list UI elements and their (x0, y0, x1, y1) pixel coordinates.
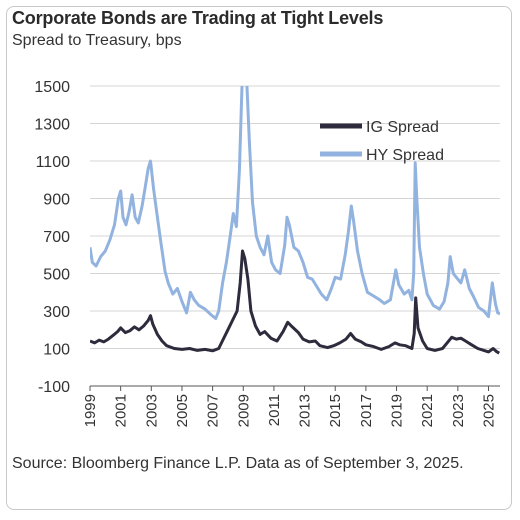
y-tick-label: 700 (43, 229, 70, 246)
x-tick-label: 2009 (235, 394, 252, 427)
ig-spread-line (90, 249, 500, 355)
x-tick-label: 2001 (113, 394, 130, 427)
x-tick-label: 2023 (450, 394, 467, 427)
x-tick-label: 2013 (297, 394, 314, 427)
hy-spread-line (90, 86, 500, 320)
chart-title: Corporate Bonds are Trading at Tight Lev… (12, 8, 384, 28)
y-tick-label: 300 (43, 304, 70, 321)
x-tick-label: 2011 (266, 394, 283, 426)
x-tick-label: 2015 (327, 394, 344, 427)
x-tick-label: 1999 (82, 394, 99, 427)
x-tick-label: 2017 (358, 394, 375, 427)
y-tick-label: 1100 (36, 154, 71, 171)
x-tick-label: 2005 (174, 394, 191, 427)
y-tick-label: -100 (38, 379, 70, 396)
x-tick-label: 2019 (389, 394, 406, 427)
chart-subtitle: Spread to Treasury, bps (12, 32, 182, 49)
x-tick-label: 2007 (205, 394, 222, 427)
y-tick-label: 900 (43, 192, 70, 209)
y-tick-label: 100 (43, 342, 70, 359)
y-tick-label: 1500 (34, 79, 70, 96)
legend-label-ig: IG Spread (366, 119, 439, 136)
legend-label-hy: HY Spread (366, 147, 444, 164)
y-tick-label: 500 (43, 267, 70, 284)
x-tick-label: 2025 (481, 394, 498, 427)
series-group (90, 86, 500, 355)
x-tick-label: 2021 (419, 394, 436, 427)
x-tick-label: 2003 (143, 394, 160, 427)
source-note: Source: Bloomberg Finance L.P. Data as o… (12, 455, 464, 472)
y-tick-label: 1300 (34, 117, 70, 134)
